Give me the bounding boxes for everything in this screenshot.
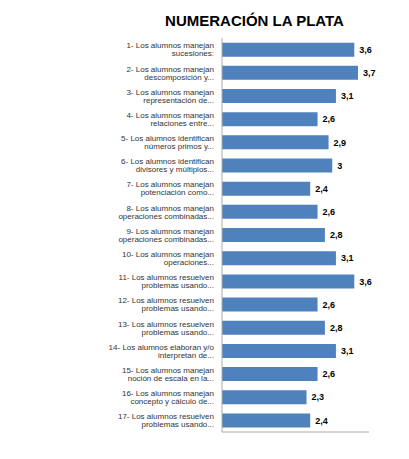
svg-text:3,1: 3,1 (341, 91, 354, 101)
svg-text:2,6: 2,6 (323, 207, 336, 217)
svg-text:3: 3 (337, 161, 342, 171)
svg-text:15- Los alumnos manejannoción: 15- Los alumnos manejannoción de escala … (122, 366, 214, 383)
svg-text:2,6: 2,6 (323, 300, 336, 310)
svg-text:2,6: 2,6 (323, 114, 336, 124)
svg-text:9- Los alumnos manejanoperacio: 9- Los alumnos manejanoperaciones combin… (118, 227, 214, 244)
svg-text:3,7: 3,7 (363, 68, 376, 78)
svg-text:8- Los alumnos manejanoperacio: 8- Los alumnos manejanoperaciones combin… (118, 204, 214, 221)
svg-text:5- Los alumnos identificannúme: 5- Los alumnos identificannúmeros primos… (121, 134, 214, 151)
svg-text:6- Los alumnos identificandivi: 6- Los alumnos identificandivisores y mú… (121, 157, 214, 174)
svg-text:2,8: 2,8 (330, 230, 343, 240)
svg-text:10- Los alumnos manejanoperaci: 10- Los alumnos manejanoperaciones... (122, 250, 214, 267)
svg-text:3,6: 3,6 (359, 277, 372, 287)
html-text:NUMERACIÓN LA PLATA: NUMERACIÓN LA PLATA (165, 12, 344, 29)
svg-text:2,3: 2,3 (312, 392, 325, 402)
svg-text:2,6: 2,6 (323, 369, 336, 379)
svg-text:3- Los alumnos manejanrepresen: 3- Los alumnos manejanrepresentación de.… (126, 88, 214, 105)
svg-text:12- Los alumnos resuelvenprobl: 12- Los alumnos resuelvenproblemas usand… (118, 296, 214, 313)
svg-text:14- Los alumnos elaboran y/oin: 14- Los alumnos elaboran y/ointerpretan … (109, 343, 215, 360)
svg-text:3,6: 3,6 (359, 45, 372, 55)
svg-text:13- Los alumnos resuelvenprobl: 13- Los alumnos resuelvenproblemas usand… (118, 320, 214, 337)
svg-text:3,1: 3,1 (341, 346, 354, 356)
svg-text:7- Los alumnos manejanpotencia: 7- Los alumnos manejanpotenciación como.… (126, 180, 214, 197)
svg-text:3,1: 3,1 (341, 253, 354, 263)
svg-text:11- Los alumnos resuelvenprobl: 11- Los alumnos resuelvenproblemas usand… (119, 273, 214, 290)
svg-text:16- Los alumnos manejanconcept: 16- Los alumnos manejanconcepto y cálcul… (122, 389, 214, 406)
svg-text:17- Los alumnos resuelvenprobl: 17- Los alumnos resuelvenproblemas usand… (118, 412, 214, 429)
svg-text:1- Los alumnos manejansucesion: 1- Los alumnos manejansucesiones: (126, 41, 214, 58)
svg-text:2,4: 2,4 (315, 184, 328, 194)
svg-text:4- Los alumnos manejanrelacion: 4- Los alumnos manejanrelaciones entre..… (126, 111, 214, 128)
svg-text:2,8: 2,8 (330, 323, 343, 333)
svg-text:2,9: 2,9 (334, 138, 347, 148)
svg-text:2,4: 2,4 (315, 416, 328, 426)
svg-text:2- Los alumnos manejandescompo: 2- Los alumnos manejandescomposición y..… (126, 65, 214, 82)
